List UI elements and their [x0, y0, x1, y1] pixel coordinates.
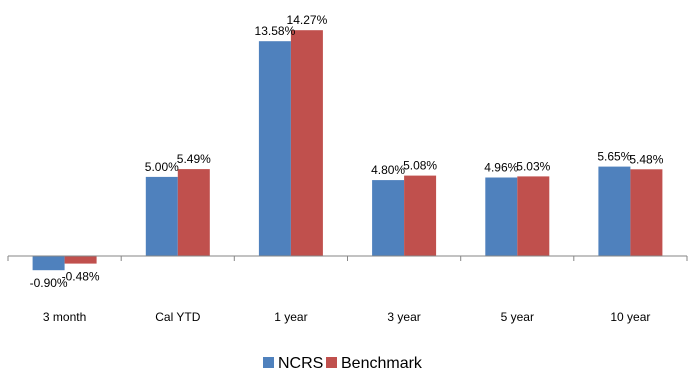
data-label-ncrs-cal-ytd: 5.00%	[145, 160, 179, 174]
bar-benchmark-10-year	[630, 169, 663, 256]
legend-label-benchmark: Benchmark	[341, 355, 423, 372]
category-label-10-year: 10 year	[610, 310, 650, 324]
bar-ncrs-3-month	[32, 256, 65, 271]
data-label-ncrs-5-year: 4.96%	[484, 161, 518, 175]
data-label-benchmark-1-year: 14.27%	[287, 13, 328, 27]
bar-benchmark-cal-ytd	[177, 169, 210, 256]
bar-ncrs-cal-ytd	[145, 176, 178, 256]
category-label-5-year: 5 year	[501, 310, 534, 324]
legend-swatch-ncrs	[263, 357, 274, 368]
data-label-benchmark-3-month: -0.48%	[62, 270, 100, 284]
category-label-cal-ytd: Cal YTD	[155, 310, 200, 324]
category-axis	[7, 255, 688, 261]
category-label-3-month: 3 month	[43, 310, 86, 324]
legend-label-ncrs: NCRS	[278, 355, 323, 372]
category-label-1-year: 1 year	[274, 310, 307, 324]
legend-swatch-benchmark	[326, 357, 337, 368]
data-label-benchmark-5-year: 5.03%	[516, 159, 550, 173]
bar-benchmark-5-year	[517, 176, 550, 256]
data-label-benchmark-10-year: 5.48%	[629, 152, 663, 166]
bar-benchmark-3-month	[64, 256, 97, 264]
data-label-ncrs-3-year: 4.80%	[371, 163, 405, 177]
data-label-ncrs-1-year: 13.58%	[255, 24, 296, 38]
data-label-ncrs-3-month: -0.90%	[30, 276, 68, 290]
bar-ncrs-10-year	[598, 166, 631, 256]
bar-ncrs-3-year	[372, 180, 405, 256]
bar-ncrs-5-year	[485, 177, 518, 256]
legend: NCRS Benchmark	[263, 355, 423, 372]
data-label-ncrs-10-year: 5.65%	[597, 150, 631, 164]
category-label-3-year: 3 year	[387, 310, 420, 324]
bar-benchmark-1-year	[290, 30, 323, 257]
data-label-benchmark-3-year: 5.08%	[403, 159, 437, 173]
data-label-benchmark-cal-ytd: 5.49%	[177, 152, 211, 166]
data-labels: -0.90%-0.48%5.00%5.49%13.58%14.27%4.80%5…	[30, 13, 664, 290]
bars-layer	[32, 30, 663, 271]
bar-benchmark-3-year	[404, 175, 437, 256]
bar-ncrs-1-year	[258, 41, 291, 257]
category-tick-labels: 3 month Cal YTD 1 year 3 year 5 year 10 year	[43, 310, 650, 324]
